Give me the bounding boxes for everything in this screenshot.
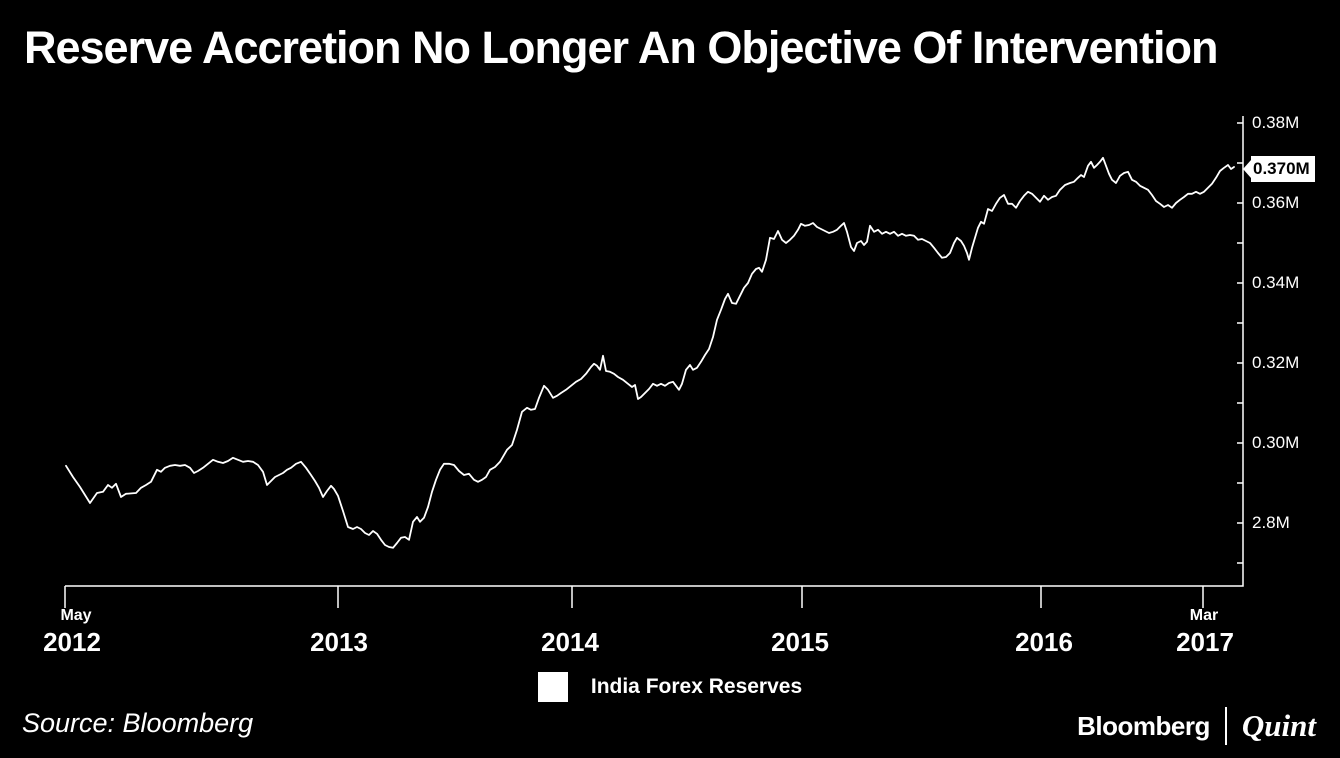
brand-logos: Bloomberg Quint bbox=[1077, 704, 1316, 748]
y-axis-label-2.8M: 2.8M bbox=[1252, 513, 1290, 532]
y-axis-label-0.38M: 0.38M bbox=[1252, 113, 1300, 132]
bloomberg-logo: Bloomberg bbox=[1077, 710, 1210, 741]
x-axis-month-label-May: May bbox=[60, 607, 92, 624]
x-axis-label-2015: 2015 bbox=[771, 627, 829, 657]
legend-swatch bbox=[537, 672, 568, 702]
x-axis-label-2016: 2016 bbox=[1015, 627, 1073, 657]
last-price-label: 0.370M bbox=[1243, 156, 1315, 182]
series-line-india-forex-reserves bbox=[65, 156, 1235, 549]
y-axis-label-0.34M: 0.34M bbox=[1252, 273, 1300, 292]
x-axis-label-2013: 2013 bbox=[310, 627, 368, 657]
y-axis-label-0.36M: 0.36M bbox=[1252, 193, 1300, 212]
brand-divider bbox=[1224, 707, 1227, 745]
chart-title: Reserve Accretion No Longer An Objective… bbox=[24, 22, 1218, 73]
x-axis-label-2012: 2012 bbox=[43, 627, 101, 657]
last-price-value: 0.370M bbox=[1251, 156, 1315, 182]
price-arrow-icon bbox=[1243, 160, 1251, 178]
legend-label: India Forex Reserves bbox=[590, 675, 803, 698]
x-axis-label-2017: 2017 bbox=[1176, 627, 1234, 657]
axis-lines bbox=[65, 116, 1244, 587]
legend: India Forex Reserves bbox=[0, 672, 1340, 702]
quint-logo: Quint bbox=[1241, 708, 1316, 743]
source-credit: Source: Bloomberg bbox=[22, 708, 254, 738]
footer: Source: Bloomberg Bloomberg Quint bbox=[0, 702, 1340, 750]
y-axis-label-0.30M: 0.30M bbox=[1252, 433, 1300, 452]
y-axis-label-0.32M: 0.32M bbox=[1252, 353, 1300, 372]
x-axis-month-label-Mar: Mar bbox=[1189, 607, 1219, 624]
x-axis-label-2014: 2014 bbox=[541, 627, 599, 657]
